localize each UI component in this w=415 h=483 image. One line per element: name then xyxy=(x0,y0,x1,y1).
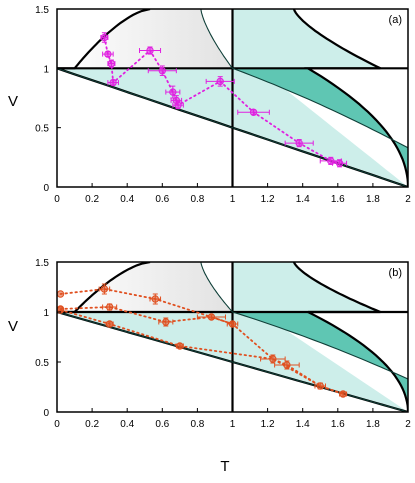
upper-right-region xyxy=(232,262,381,312)
y-tick-label: 1.5 xyxy=(35,5,49,16)
data-point xyxy=(146,46,154,55)
data-point xyxy=(57,290,65,298)
trend-line xyxy=(59,309,344,395)
x-tick-label: 1.2 xyxy=(261,194,275,205)
x-tick-label: 0.2 xyxy=(85,194,99,205)
plot-area xyxy=(57,9,408,187)
x-tick-label: 0.2 xyxy=(85,419,99,430)
data-point xyxy=(105,303,114,311)
data-point xyxy=(100,33,109,42)
x-tick-label: 0.6 xyxy=(155,194,169,205)
data-point xyxy=(228,320,237,328)
x-tick-label: 1.6 xyxy=(331,419,345,430)
ylabel-b: V xyxy=(8,318,18,335)
inner-curve xyxy=(200,9,408,149)
data-point xyxy=(100,285,109,293)
data-point xyxy=(169,88,177,96)
diagonal-thin xyxy=(57,311,408,412)
diagonal-thin xyxy=(57,67,408,187)
panel-a: 0 0.2 0.4 0.6 0.8 1 1.2 1.4 1.6 1.8 2 0 0.5 1 1.5 (a) xyxy=(35,5,411,205)
data-point xyxy=(151,295,159,303)
data-point xyxy=(158,67,167,75)
data-point xyxy=(339,390,347,398)
dark-region xyxy=(232,312,408,412)
x-tick-label: 2 xyxy=(405,194,411,205)
x-tick-label: 1.2 xyxy=(261,419,275,430)
grey-region xyxy=(57,262,233,312)
y-tick-label: 0 xyxy=(43,408,49,419)
data-point xyxy=(316,382,324,390)
y-tick-label: 1 xyxy=(43,308,49,319)
y-tick-label: 1.5 xyxy=(35,258,49,269)
dark-region xyxy=(232,68,408,187)
data-point xyxy=(104,50,112,58)
data-point xyxy=(162,318,170,326)
xlabel: T xyxy=(220,458,229,475)
x-tick-label: 0.8 xyxy=(190,194,204,205)
data-point xyxy=(269,355,277,363)
x-tick-label: 0.6 xyxy=(155,419,169,430)
x-tick-label: 2 xyxy=(405,419,411,430)
upper-right-region xyxy=(232,9,381,69)
data-point xyxy=(207,313,216,321)
x-tick-label: 0.4 xyxy=(120,194,134,205)
data-point xyxy=(107,59,116,68)
x-tick-label: 0.4 xyxy=(120,419,134,430)
data-point xyxy=(249,108,258,116)
x-tick-label: 1.8 xyxy=(366,194,380,205)
panel-label: (b) xyxy=(389,267,402,279)
x-tick-label: 0 xyxy=(54,419,60,430)
x-tick-label: 1.4 xyxy=(296,194,310,205)
data-point xyxy=(283,361,291,369)
panel-b: 0 0.2 0.4 0.6 0.8 1 1.2 1.4 1.6 1.8 2 0 0.5 1 1.5 (b) xyxy=(35,258,411,430)
y-tick-label: 0.5 xyxy=(35,358,49,369)
outer-curve xyxy=(292,9,408,187)
x-tick-label: 1.8 xyxy=(366,419,380,430)
y-tick-label: 0.5 xyxy=(35,124,49,135)
data-point xyxy=(109,78,117,87)
data-point xyxy=(176,342,184,350)
x-tick-label: 1 xyxy=(230,419,236,430)
y-tick-label: 0 xyxy=(43,183,49,194)
y-tick-label: 1 xyxy=(43,64,49,75)
data-point xyxy=(105,320,114,328)
outer-curve xyxy=(292,262,408,412)
data-point xyxy=(335,159,344,167)
x-tick-label: 1.6 xyxy=(331,194,345,205)
data-point xyxy=(295,139,303,147)
panel-label: (a) xyxy=(389,14,402,26)
data-point xyxy=(174,101,182,109)
grey-region xyxy=(57,9,233,69)
plot-area xyxy=(57,262,408,412)
x-tick-label: 0.8 xyxy=(190,419,204,430)
inner-curve xyxy=(200,262,408,380)
x-tick-label: 1.4 xyxy=(296,419,310,430)
x-tick-label: 1 xyxy=(230,194,236,205)
data-point xyxy=(216,77,224,86)
ylabel-a: V xyxy=(8,93,18,110)
x-tick-label: 0 xyxy=(54,194,60,205)
